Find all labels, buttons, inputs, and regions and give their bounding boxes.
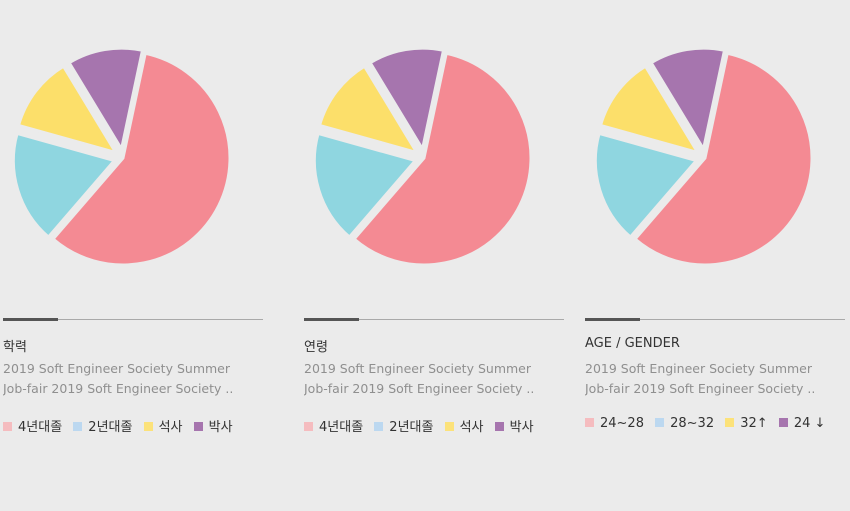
pie-slice-2 xyxy=(312,131,419,240)
description-line: Job-fair 2019 Soft Engineer Society .. xyxy=(3,381,234,396)
legend-label: 32↑ xyxy=(740,416,768,431)
legend-label: 석사 xyxy=(158,420,183,435)
legend-swatch xyxy=(374,422,384,431)
chart-description: 2019 Soft Engineer Society Summer Job-fa… xyxy=(585,359,847,399)
pie-slice-1 xyxy=(50,51,232,267)
legend-swatch xyxy=(494,422,504,431)
legend-item: 4년대졸 xyxy=(304,416,363,435)
legend-item: 2년대졸 xyxy=(73,416,132,435)
legend-swatch xyxy=(143,422,153,431)
legend-swatch xyxy=(655,418,665,427)
legend-swatch xyxy=(73,422,83,431)
legend-swatch xyxy=(193,422,203,431)
legend-swatch xyxy=(304,422,313,431)
legend-label: 2년대졸 xyxy=(88,420,133,435)
divider-accent xyxy=(304,318,359,321)
pie-slice-3 xyxy=(317,64,421,156)
divider xyxy=(585,319,845,320)
legend-swatch xyxy=(778,418,788,427)
legend-item: 24 ↓ xyxy=(778,416,826,431)
legend-item: 32↑ xyxy=(725,416,768,431)
pie-chart xyxy=(11,46,232,267)
pie-slice-3 xyxy=(598,64,702,156)
legend-swatch xyxy=(725,418,735,427)
pie-slice-4 xyxy=(368,46,446,154)
divider-accent xyxy=(3,318,58,321)
chart-description: 2019 Soft Engineer Society Summer Job-fa… xyxy=(3,359,265,399)
legend: 4년대졸 2년대졸 석사 박사 xyxy=(304,416,541,435)
chart-title: AGE / GENDER xyxy=(585,336,680,351)
chart-card: 학력 2019 Soft Engineer Society Summer Job… xyxy=(3,0,265,511)
legend-item: 28~32 xyxy=(655,416,714,431)
legend-label: 석사 xyxy=(459,420,484,435)
legend-swatch xyxy=(444,422,454,431)
legend-label: 2년대졸 xyxy=(389,420,434,435)
description-line: 2019 Soft Engineer Society Summer xyxy=(304,361,531,376)
chart-card: 연령 2019 Soft Engineer Society Summer Job… xyxy=(304,0,566,511)
legend-item: 24~28 xyxy=(585,416,644,431)
pie-slice-4 xyxy=(67,46,145,154)
legend-item: 4년대졸 xyxy=(3,416,62,435)
legend-item: 석사 xyxy=(444,416,484,435)
divider-accent xyxy=(585,318,640,321)
legend-swatch xyxy=(3,422,12,431)
legend: 4년대졸 2년대졸 석사 박사 xyxy=(3,416,240,435)
legend-item: 2년대졸 xyxy=(374,416,433,435)
chart-card: AGE / GENDER 2019 Soft Engineer Society … xyxy=(585,0,847,511)
divider xyxy=(304,319,564,320)
description-line: 2019 Soft Engineer Society Summer xyxy=(585,361,812,376)
pie-slice-2 xyxy=(11,131,118,240)
chart-description: 2019 Soft Engineer Society Summer Job-fa… xyxy=(304,359,566,399)
legend-label: 28~32 xyxy=(670,416,715,431)
pie-slice-1 xyxy=(351,51,533,267)
pie-chart xyxy=(312,46,533,267)
pie-slice-1 xyxy=(632,51,814,267)
legend-label: 24 ↓ xyxy=(793,416,826,431)
pie-slice-2 xyxy=(593,131,700,240)
divider xyxy=(3,319,263,320)
description-line: Job-fair 2019 Soft Engineer Society .. xyxy=(304,381,535,396)
chart-title: 연령 xyxy=(304,340,328,355)
legend-label: 4년대졸 xyxy=(319,420,364,435)
legend-label: 박사 xyxy=(208,420,233,435)
pie-slice-4 xyxy=(649,46,727,154)
description-line: Job-fair 2019 Soft Engineer Society .. xyxy=(585,381,816,396)
legend-label: 4년대졸 xyxy=(18,420,63,435)
legend-item: 박사 xyxy=(494,416,534,435)
pie-chart xyxy=(593,46,814,267)
legend-item: 석사 xyxy=(143,416,183,435)
legend-swatch xyxy=(585,418,594,427)
pie-slice-3 xyxy=(16,64,120,156)
legend-label: 박사 xyxy=(509,420,534,435)
chart-title: 학력 xyxy=(3,340,27,355)
legend: 24~28 28~32 32↑ 24 ↓ xyxy=(585,416,832,431)
description-line: 2019 Soft Engineer Society Summer xyxy=(3,361,230,376)
legend-label: 24~28 xyxy=(600,416,644,431)
legend-item: 박사 xyxy=(193,416,233,435)
